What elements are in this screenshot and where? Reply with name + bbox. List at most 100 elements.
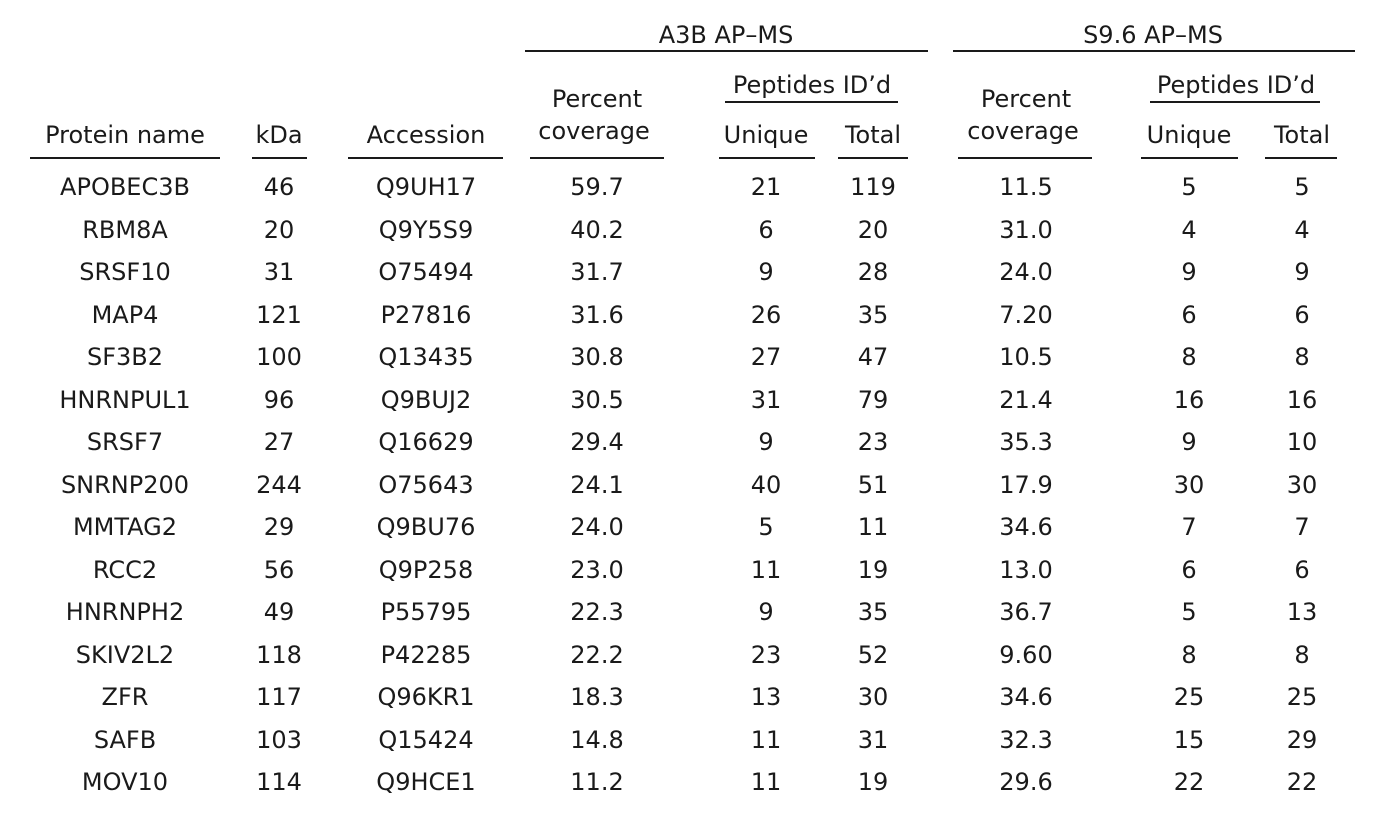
- header-a3b-unique: Unique: [723, 121, 809, 149]
- cell-accession: Q16629: [378, 428, 474, 456]
- cell-s96-total: 5: [1294, 173, 1310, 201]
- cell-a3b-total: 31: [857, 725, 889, 754]
- subheader-rule-a3b-peptides: [725, 101, 898, 103]
- header-kda: kDa: [255, 121, 303, 149]
- cell-s96-unique: 8: [1181, 343, 1197, 371]
- cell-protein-name: SRSF10: [79, 258, 171, 286]
- cell-a3b-total: 47: [857, 343, 889, 371]
- cell-accession: Q9UH17: [375, 173, 477, 201]
- cell-protein-name: SRSF7: [86, 428, 164, 456]
- header-rule-s96-percent: [958, 157, 1092, 159]
- cell-accession: Q9HCE1: [376, 768, 476, 796]
- cell-protein-name: HNRNPH2: [65, 598, 185, 626]
- cell-accession: Q9BU76: [376, 513, 476, 541]
- cell-a3b-total: 30: [857, 683, 889, 711]
- cell-a3b-percent-coverage: 22.3: [570, 598, 624, 626]
- cell-s96-unique: 4: [1181, 215, 1197, 244]
- cell-kda: 117: [256, 683, 302, 711]
- cell-s96-percent-coverage: 34.6: [999, 683, 1053, 711]
- cell-a3b-percent-coverage: 29.4: [570, 428, 624, 456]
- cell-a3b-unique: 9: [758, 428, 774, 456]
- cell-kda: 31: [263, 258, 295, 286]
- cell-s96-percent-coverage: 17.9: [999, 470, 1053, 499]
- header-rule-accession: [348, 157, 503, 159]
- cell-a3b-unique: 6: [758, 215, 774, 244]
- cell-s96-percent-coverage: 13.0: [999, 555, 1053, 584]
- cell-s96-unique: 6: [1181, 300, 1197, 329]
- cell-s96-unique: 5: [1181, 173, 1197, 201]
- cell-a3b-percent-coverage: 30.8: [570, 343, 624, 371]
- cell-s96-total: 29: [1286, 725, 1318, 754]
- cell-s96-total: 30: [1286, 470, 1318, 499]
- cell-accession: P27816: [380, 300, 472, 329]
- cell-kda: 56: [263, 555, 295, 584]
- subheader-s96-peptides: Peptides ID’d: [1156, 71, 1316, 99]
- cell-a3b-total: 51: [857, 470, 889, 499]
- cell-s96-total: 25: [1286, 683, 1318, 711]
- subheader-rule-s96-peptides: [1150, 101, 1320, 103]
- cell-kda: 20: [263, 215, 295, 244]
- cell-a3b-percent-coverage: 31.7: [570, 258, 624, 286]
- cell-accession: Q15424: [378, 725, 474, 754]
- cell-protein-name: ZFR: [101, 683, 149, 711]
- cell-accession: Q9Y5S9: [378, 215, 474, 244]
- cell-accession: O75494: [378, 258, 474, 286]
- cell-a3b-total: 35: [857, 598, 889, 626]
- cell-s96-unique: 22: [1173, 768, 1205, 796]
- cell-protein-name: RBM8A: [82, 215, 168, 244]
- cell-s96-total: 13: [1286, 598, 1318, 626]
- cell-s96-unique: 6: [1181, 555, 1197, 584]
- cell-accession: Q13435: [378, 343, 474, 371]
- cell-protein-name: APOBEC3B: [60, 173, 190, 201]
- cell-s96-total: 8: [1294, 343, 1310, 371]
- cell-s96-percent-coverage: 36.7: [999, 598, 1053, 626]
- header-s96-unique: Unique: [1146, 121, 1232, 149]
- cell-s96-total: 4: [1294, 215, 1310, 244]
- header-rule-s96-unique: [1141, 157, 1238, 159]
- cell-s96-percent-coverage: 9.60: [999, 640, 1053, 669]
- cell-s96-percent-coverage: 29.6: [999, 768, 1053, 796]
- cell-a3b-percent-coverage: 18.3: [570, 683, 624, 711]
- cell-a3b-percent-coverage: 24.0: [570, 513, 624, 541]
- cell-a3b-percent-coverage: 30.5: [570, 385, 624, 414]
- cell-a3b-percent-coverage: 23.0: [570, 555, 624, 584]
- cell-s96-percent-coverage: 32.3: [999, 725, 1053, 754]
- cell-s96-percent-coverage: 7.20: [999, 300, 1053, 329]
- cell-s96-percent-coverage: 10.5: [999, 343, 1053, 371]
- header-s96-percent-line2: coverage: [967, 117, 1079, 145]
- cell-s96-total: 10: [1286, 428, 1318, 456]
- cell-protein-name: SKIV2L2: [75, 640, 175, 669]
- cell-protein-name: SAFB: [93, 725, 157, 754]
- header-rule-kda: [252, 157, 307, 159]
- cell-s96-unique: 30: [1173, 470, 1205, 499]
- cell-s96-total: 8: [1294, 640, 1310, 669]
- cell-a3b-total: 35: [857, 300, 889, 329]
- header-s96-percent-line1: Percent: [980, 85, 1072, 113]
- cell-s96-total: 7: [1294, 513, 1310, 541]
- cell-s96-unique: 7: [1181, 513, 1197, 541]
- header-s96-total: Total: [1273, 121, 1331, 149]
- cell-s96-unique: 8: [1181, 640, 1197, 669]
- cell-kda: 27: [263, 428, 295, 456]
- group-rule-s96: [953, 50, 1355, 52]
- cell-s96-total: 9: [1294, 258, 1310, 286]
- cell-kda: 244: [256, 470, 302, 499]
- cell-a3b-total: 23: [857, 428, 889, 456]
- cell-a3b-unique: 5: [758, 513, 774, 541]
- cell-protein-name: HNRNPUL1: [59, 385, 191, 414]
- subheader-a3b-peptides: Peptides ID’d: [732, 71, 892, 99]
- group-header-a3b: A3B AP–MS: [658, 21, 794, 49]
- cell-a3b-unique: 11: [750, 768, 782, 796]
- cell-s96-total: 6: [1294, 300, 1310, 329]
- cell-kda: 46: [263, 173, 295, 201]
- cell-a3b-unique: 23: [750, 640, 782, 669]
- header-protein-name: Protein name: [45, 121, 205, 149]
- header-rule-a3b-percent: [530, 157, 664, 159]
- cell-kda: 96: [263, 385, 295, 414]
- cell-a3b-percent-coverage: 59.7: [570, 173, 624, 201]
- cell-a3b-total: 11: [857, 513, 889, 541]
- group-rule-a3b: [525, 50, 928, 52]
- cell-s96-percent-coverage: 34.6: [999, 513, 1053, 541]
- cell-a3b-total: 19: [857, 768, 889, 796]
- header-rule-a3b-total: [838, 157, 908, 159]
